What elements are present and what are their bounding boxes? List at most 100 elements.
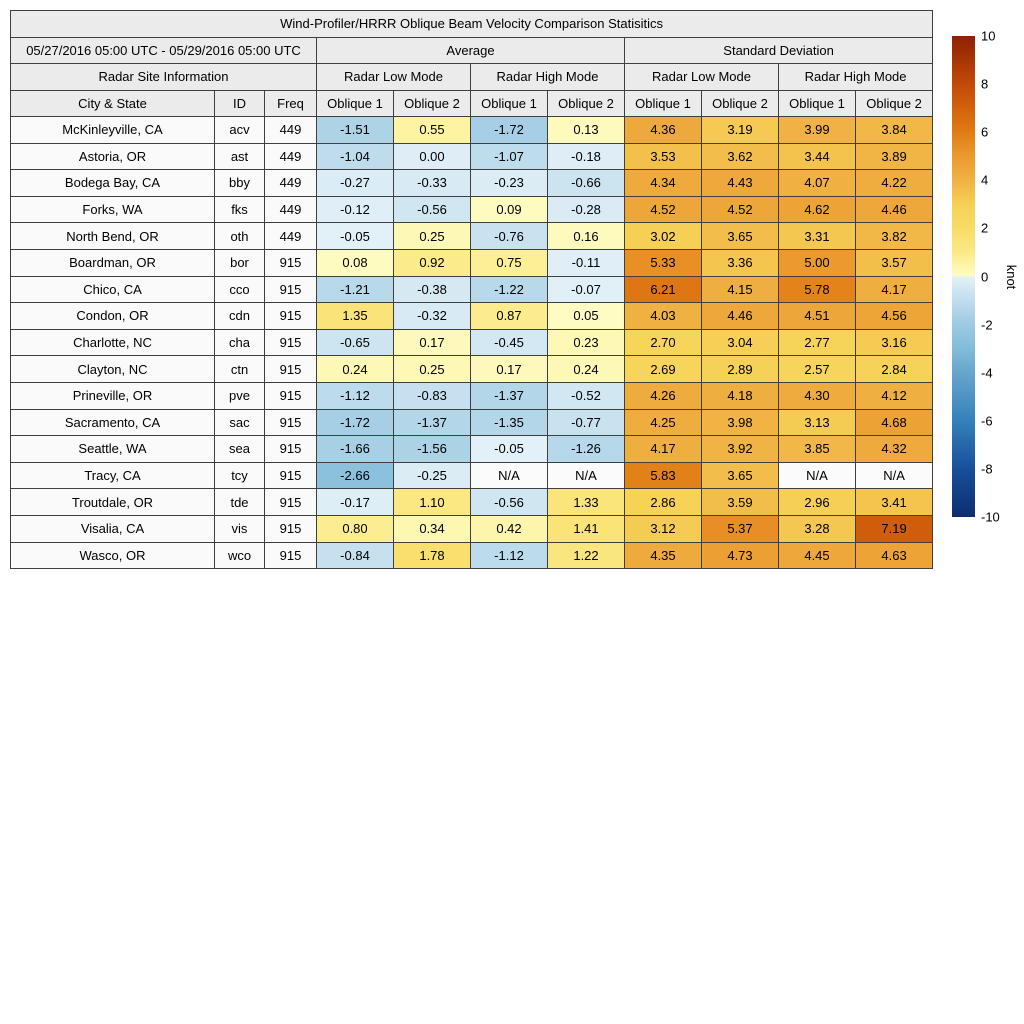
value-cell: 4.15 xyxy=(701,275,779,304)
value-cell: 2.89 xyxy=(701,355,779,383)
value-cell: 4.51 xyxy=(778,302,856,330)
value-cell: 0.75 xyxy=(470,248,548,277)
value-cell: -0.12 xyxy=(316,195,394,224)
value-cell: 5.33 xyxy=(624,248,702,277)
value-cell: -0.77 xyxy=(547,408,625,437)
site-id-cell: fks xyxy=(214,195,265,224)
value-cell: -0.07 xyxy=(547,275,625,304)
city-cell: Chico, CA xyxy=(10,275,215,304)
value-cell: -0.76 xyxy=(470,222,548,250)
value-cell: 0.23 xyxy=(547,328,625,357)
freq-cell: 915 xyxy=(264,461,317,490)
table-row: North Bend, OR oth 449 -0.05 0.25 -0.76 0.16 3.… xyxy=(10,222,934,250)
value-cell: 0.16 xyxy=(547,222,625,250)
value-cell: -1.12 xyxy=(316,381,394,410)
value-cell: 0.25 xyxy=(393,222,471,250)
value-cell: 5.37 xyxy=(701,514,779,543)
value-cell: -0.56 xyxy=(393,195,471,224)
value-cell: 4.03 xyxy=(624,302,702,330)
value-cell: 3.16 xyxy=(854,328,934,357)
value-cell: 3.85 xyxy=(778,435,856,463)
value-cell: 4.46 xyxy=(701,302,779,330)
freq-cell: 915 xyxy=(264,514,317,543)
site-id-cell: wco xyxy=(214,541,265,570)
value-cell: N/A xyxy=(470,461,548,490)
value-cell: -0.17 xyxy=(316,488,394,516)
table-row: Bodega Bay, CA bby 449 -0.27 -0.33 -0.23 -0.66… xyxy=(10,169,934,197)
colorbar-tick-label: 6 xyxy=(981,124,989,140)
city-cell: Sacramento, CA xyxy=(10,408,215,437)
site-id-cell: cdn xyxy=(214,302,265,330)
value-cell: 0.80 xyxy=(316,514,394,543)
colorbar-tick-label: -2 xyxy=(981,317,993,333)
col-header-oblique2: Oblique 2 xyxy=(393,89,471,117)
city-cell: Bodega Bay, CA xyxy=(10,169,215,197)
value-cell: 1.33 xyxy=(547,488,625,516)
colorbar-tick-label: 0 xyxy=(981,269,989,284)
freq-cell: 915 xyxy=(264,435,317,463)
freq-cell: 915 xyxy=(264,328,317,357)
radar-site-info-header: Radar Site Information xyxy=(10,63,317,91)
col-header-oblique2: Oblique 2 xyxy=(701,89,779,117)
table-row: Troutdale, OR tde 915 -0.17 1.10 -0.56 1.33 2.8… xyxy=(10,488,934,516)
mode-header-low: Radar Low Mode xyxy=(316,63,471,91)
value-cell: 1.41 xyxy=(547,514,625,543)
mode-header-low: Radar Low Mode xyxy=(624,63,779,91)
value-cell: 3.44 xyxy=(778,142,856,171)
value-cell: -1.66 xyxy=(316,435,394,463)
city-cell: Wasco, OR xyxy=(10,541,215,570)
colorbar-tick-label: -8 xyxy=(981,461,993,477)
freq-cell: 449 xyxy=(264,195,317,224)
site-id-cell: ctn xyxy=(214,355,265,383)
value-cell: 0.08 xyxy=(316,248,394,277)
freq-cell: 915 xyxy=(264,355,317,383)
value-cell: 4.73 xyxy=(701,541,779,570)
value-cell: 4.18 xyxy=(701,381,779,410)
value-cell: -0.05 xyxy=(470,435,548,463)
statistics-table: Wind-Profiler/HRRR Oblique Beam Velocity… xyxy=(9,10,934,570)
freq-cell: 449 xyxy=(264,222,317,250)
value-cell: -0.66 xyxy=(547,169,625,197)
value-cell: -1.56 xyxy=(393,435,471,463)
value-cell: -1.07 xyxy=(470,142,548,171)
value-cell: 4.36 xyxy=(624,116,702,144)
value-cell: 3.98 xyxy=(701,408,779,437)
value-cell: 3.41 xyxy=(854,488,934,516)
city-cell: Charlotte, NC xyxy=(10,328,215,357)
value-cell: -0.65 xyxy=(316,328,394,357)
value-cell: -1.37 xyxy=(470,381,548,410)
value-cell: -1.22 xyxy=(470,275,548,304)
value-cell: 4.12 xyxy=(854,381,934,410)
value-cell: -0.11 xyxy=(547,248,625,277)
value-cell: 1.22 xyxy=(547,541,625,570)
value-cell: -1.72 xyxy=(316,408,394,437)
table-body: McKinleyville, CA acv 449 -1.51 0.55 -1.72 0.1… xyxy=(10,116,934,570)
value-cell: -0.32 xyxy=(393,302,471,330)
value-cell: 3.84 xyxy=(854,116,934,144)
value-cell: 3.31 xyxy=(778,222,856,250)
site-id-cell: cco xyxy=(214,275,265,304)
site-id-cell: bby xyxy=(214,169,265,197)
table-row: Prineville, OR pve 915 -1.12 -0.83 -1.37 -0.52… xyxy=(10,381,934,410)
value-cell: 0.34 xyxy=(393,514,471,543)
mode-header-row: Radar Site Information Radar Low Mode Ra… xyxy=(10,63,934,91)
city-cell: Clayton, NC xyxy=(10,355,215,383)
site-id-cell: cha xyxy=(214,328,265,357)
site-id-cell: bor xyxy=(214,248,265,277)
city-cell: Condon, OR xyxy=(10,302,215,330)
value-cell: 3.59 xyxy=(701,488,779,516)
value-cell: -0.23 xyxy=(470,169,548,197)
value-cell: 2.57 xyxy=(778,355,856,383)
colorbar-gradient xyxy=(952,36,975,517)
col-header-oblique1: Oblique 1 xyxy=(624,89,702,117)
table-row: Forks, WA fks 449 -0.12 -0.56 0.09 -0.28 4.52 4.… xyxy=(10,195,934,224)
mode-header-high: Radar High Mode xyxy=(470,63,625,91)
value-cell: 4.30 xyxy=(778,381,856,410)
value-cell: -2.66 xyxy=(316,461,394,490)
value-cell: -0.18 xyxy=(547,142,625,171)
value-cell: 4.26 xyxy=(624,381,702,410)
value-cell: 3.36 xyxy=(701,248,779,277)
value-cell: 4.07 xyxy=(778,169,856,197)
freq-cell: 915 xyxy=(264,248,317,277)
value-cell: 4.17 xyxy=(854,275,934,304)
